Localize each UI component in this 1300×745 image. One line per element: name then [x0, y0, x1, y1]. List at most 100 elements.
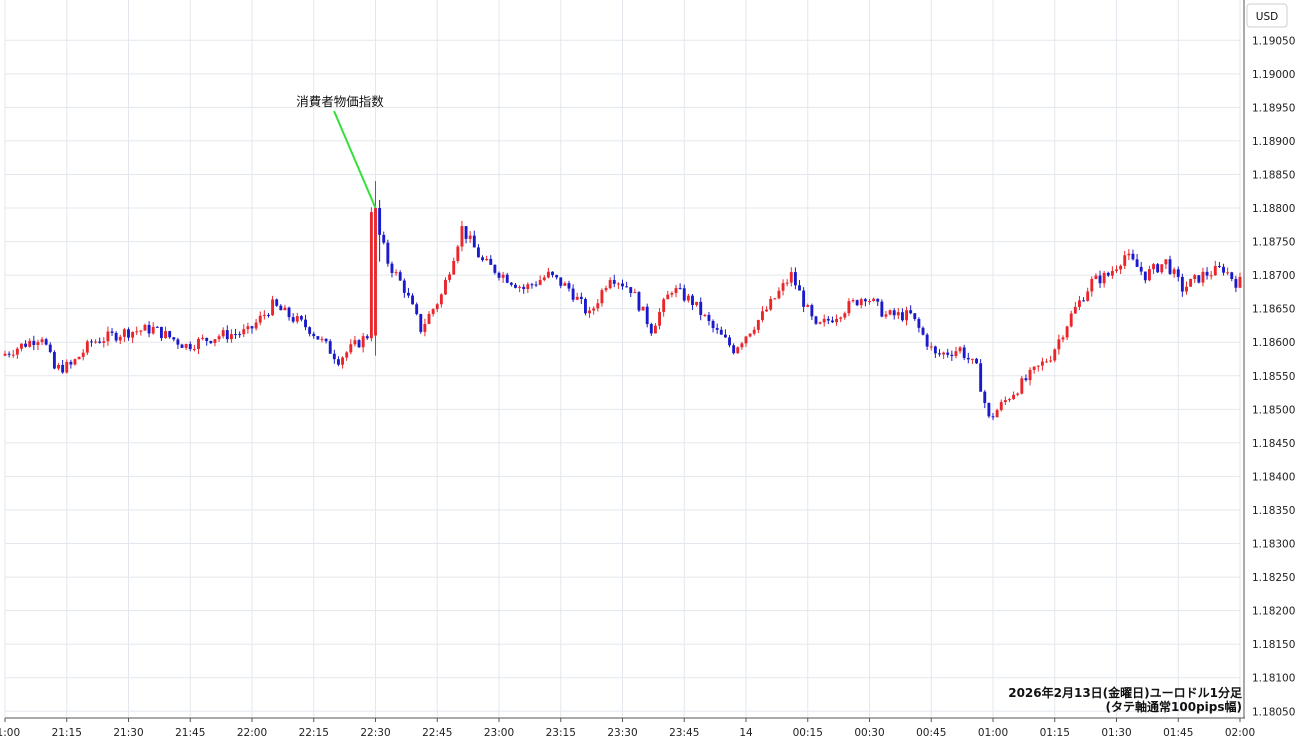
- candle-body: [40, 339, 44, 343]
- candle-body: [28, 340, 32, 347]
- candle-body: [61, 364, 65, 373]
- candle-body: [765, 309, 769, 312]
- candle-body: [36, 342, 40, 345]
- candle-body: [600, 290, 604, 304]
- candle-body: [345, 352, 349, 358]
- candle-body: [197, 338, 200, 350]
- candle-body: [1213, 266, 1217, 276]
- candle-body: [616, 283, 620, 285]
- candle-body: [184, 344, 188, 348]
- candle-body: [781, 283, 785, 291]
- candle-body: [332, 353, 336, 360]
- candle-body: [1209, 275, 1213, 277]
- candle-body: [970, 358, 974, 360]
- candle-body: [950, 354, 954, 357]
- candle-body: [378, 208, 382, 235]
- x-tick-label: 01:30: [1101, 727, 1131, 739]
- candle-body: [1045, 361, 1048, 363]
- candle-body: [612, 280, 616, 284]
- candle-body: [991, 416, 995, 418]
- candle-body: [658, 311, 661, 326]
- candle-body: [682, 288, 686, 301]
- candle-body: [386, 242, 390, 264]
- candle-body: [73, 359, 77, 365]
- candle-body: [481, 257, 484, 261]
- candle-body: [419, 314, 423, 332]
- candle-body: [229, 334, 233, 340]
- candle-body: [686, 295, 690, 301]
- candle-body: [497, 272, 501, 278]
- candle-body: [839, 317, 843, 319]
- candle-body: [1090, 278, 1094, 292]
- x-tick-labels: 21:00 21:15 21:30 21:45 22:00 22:15 22:30 22:45…: [0, 727, 1255, 739]
- candle-body: [625, 286, 629, 288]
- x-tick-label: 14: [739, 727, 753, 739]
- candle-body: [863, 299, 867, 302]
- candle-body: [884, 314, 888, 317]
- y-tick-label: 1.18700: [1252, 270, 1295, 282]
- x-tick-label: 01:00: [978, 727, 1008, 739]
- candle-body: [1094, 275, 1098, 279]
- x-tick-label: 21:00: [0, 727, 20, 739]
- candle-body: [1008, 399, 1011, 401]
- candle-body: [159, 326, 163, 339]
- candle-body: [155, 326, 159, 328]
- x-tick-label: 02:00: [1225, 727, 1255, 739]
- candle-body: [188, 344, 192, 350]
- y-tick-label: 1.18250: [1252, 572, 1295, 584]
- candle-body: [752, 329, 756, 334]
- axes: [4, 0, 1245, 722]
- candle-body: [728, 337, 731, 346]
- candle-body: [1238, 276, 1242, 288]
- candle-body: [563, 283, 567, 286]
- candle-body: [3, 353, 7, 356]
- candle-body: [472, 235, 476, 248]
- chart-caption-line1: 2026年2月13日(金曜日)ユーロドル1分足: [1008, 685, 1242, 700]
- currency-box[interactable]: [1246, 3, 1288, 28]
- candle-body: [588, 310, 592, 314]
- candle-body: [530, 284, 534, 286]
- candle-body: [127, 329, 130, 338]
- candle-body: [435, 304, 439, 310]
- chart-caption-line2: (タテ軸通常100pips幅): [1106, 699, 1242, 714]
- candle-body: [131, 331, 135, 338]
- candle-body: [761, 311, 764, 321]
- candle-body: [1197, 275, 1201, 283]
- candle-body: [900, 312, 904, 321]
- candle-body: [106, 331, 110, 342]
- candle-body: [584, 299, 587, 314]
- candle-body: [818, 322, 822, 324]
- candle-body: [242, 329, 246, 335]
- candle-body: [859, 299, 863, 306]
- candle-body: [1156, 264, 1160, 273]
- candle-body: [1028, 369, 1032, 381]
- candle-body: [769, 298, 773, 310]
- candle-body: [1135, 259, 1139, 267]
- candle-body: [1168, 259, 1172, 274]
- y-tick-label: 1.18500: [1252, 404, 1295, 416]
- y-tick-label: 1.18200: [1252, 606, 1295, 618]
- candle-body: [1102, 272, 1106, 284]
- candle-body: [7, 353, 11, 355]
- x-tick-label: 23:15: [546, 727, 576, 739]
- candle-body: [1086, 291, 1090, 301]
- candle-body: [361, 336, 365, 348]
- candle-body: [402, 280, 406, 293]
- candle-body: [1152, 264, 1155, 270]
- candle-body: [349, 344, 353, 353]
- candle-body: [369, 212, 373, 339]
- candle-body: [411, 295, 414, 305]
- candle-body: [394, 272, 398, 274]
- candle-body: [374, 208, 377, 336]
- candle-body: [876, 298, 880, 302]
- candle-body: [337, 359, 340, 365]
- candle-body: [69, 361, 73, 365]
- candle-body: [843, 313, 847, 318]
- candle-body: [699, 301, 703, 315]
- candle-body: [1032, 366, 1036, 370]
- candle-body: [995, 410, 999, 418]
- candle-body: [1057, 339, 1061, 350]
- y-tick-label: 1.18900: [1252, 136, 1295, 148]
- candle-body: [1201, 271, 1205, 283]
- candle-body: [291, 317, 295, 322]
